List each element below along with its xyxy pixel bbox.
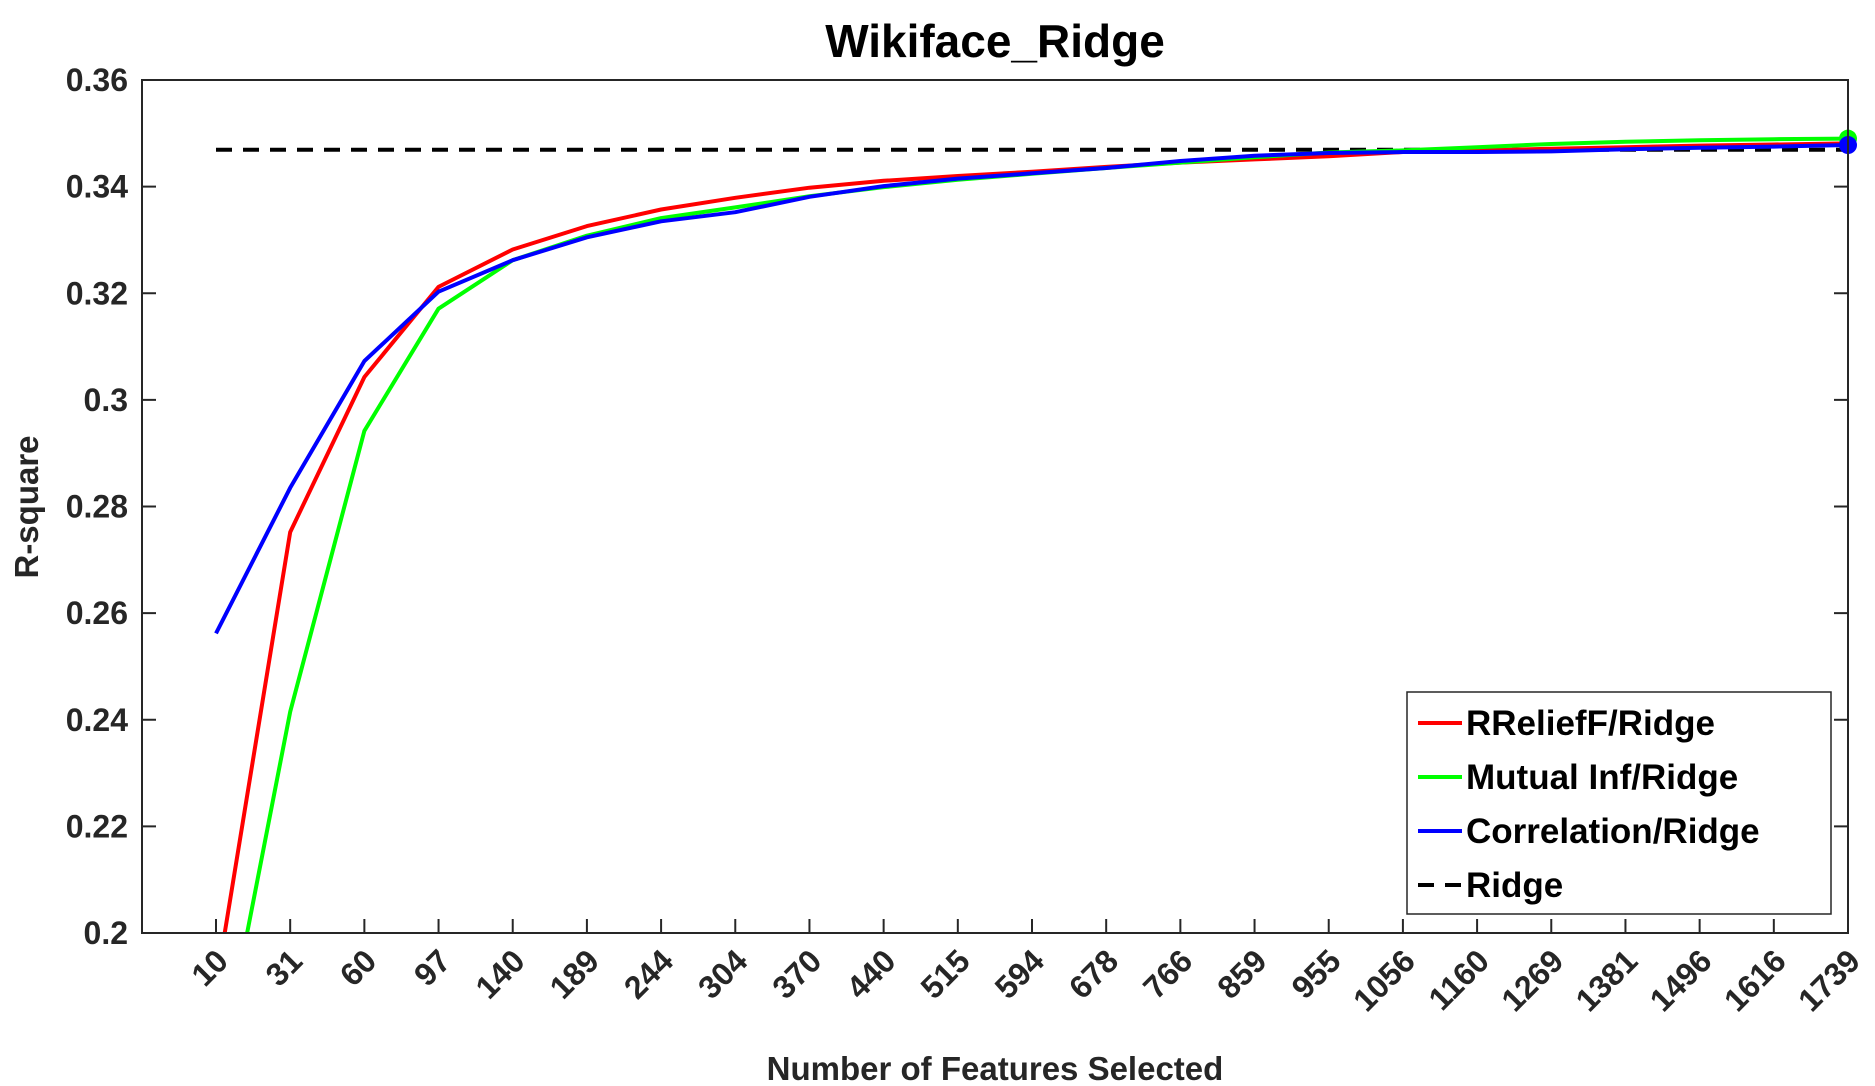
y-tick-label: 0.32 [66, 275, 128, 311]
y-tick-label: 0.28 [66, 489, 128, 525]
legend-label: Mutual Inf/Ridge [1466, 758, 1738, 797]
y-axis-label: R-square [8, 435, 45, 578]
legend: RReliefF/Ridge Mutual Inf/Ridge Correlatio… [1406, 691, 1832, 915]
y-tick-label: 0.2 [84, 915, 128, 951]
legend-label: RReliefF/Ridge [1466, 704, 1715, 743]
series-lines [214, 136, 1848, 933]
y-tick-label: 0.3 [84, 382, 128, 418]
legend-box [1406, 691, 1832, 915]
legend-label: Ridge [1466, 866, 1563, 905]
y-tick-label: 0.34 [66, 169, 128, 205]
y-tick-label: 0.26 [66, 595, 128, 631]
plot-area-border [141, 79, 1849, 934]
chart-title: Wikiface_Ridge [825, 15, 1165, 67]
legend-label: Correlation/Ridge [1466, 812, 1760, 851]
series-line-correlation-ridge [214, 143, 1848, 635]
x-axis-label: Number of Features Selected [767, 1050, 1224, 1086]
y-tick-label: 0.24 [66, 702, 128, 738]
y-tick-label: 0.22 [66, 808, 128, 844]
y-tick-label: 0.36 [66, 62, 128, 98]
